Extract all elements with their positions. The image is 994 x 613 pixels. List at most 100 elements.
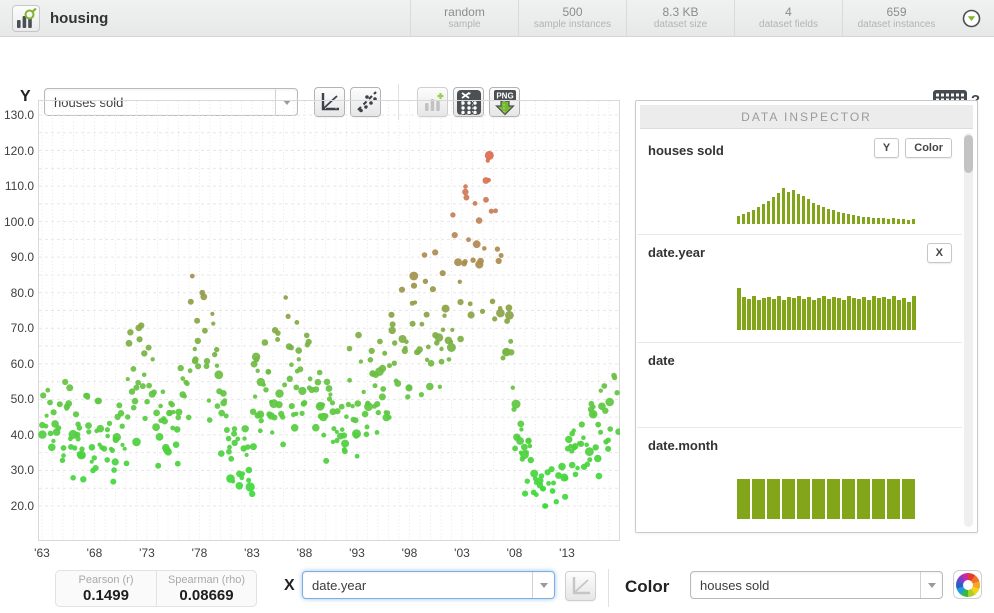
- data-inspector-panel: DATA INSPECTOR houses sold Y Color date.…: [635, 100, 978, 533]
- data-inspector-title: DATA INSPECTOR: [640, 105, 973, 129]
- inspector-scrollbar-track[interactable]: [964, 133, 973, 527]
- y-tick-label: 80.0: [10, 285, 34, 300]
- histogram-bar: [897, 300, 901, 330]
- y-field-select[interactable]: houses sold: [44, 88, 298, 116]
- color-wheel-icon: [955, 572, 980, 597]
- histogram-bar: [892, 218, 895, 224]
- pearson-stat: Pearson (r) 0.1499: [78, 573, 134, 604]
- chevron-down-icon: [532, 572, 554, 598]
- histogram-bar: [882, 218, 885, 224]
- histogram-bar: [802, 196, 805, 224]
- x-field-select[interactable]: date.year: [302, 571, 555, 599]
- png-download-icon: PNG: [493, 90, 516, 116]
- header-bar: housing random sample 500 sample instanc…: [0, 0, 994, 37]
- scatter-mode-button[interactable]: [350, 87, 381, 117]
- footer-divider: [608, 569, 609, 607]
- histogram-bar: [807, 297, 811, 330]
- y-tick-label: 100.0: [3, 214, 34, 229]
- histogram-bar: [832, 210, 835, 224]
- x-tick-label: '93: [349, 546, 365, 560]
- x-scale-button[interactable]: [565, 571, 596, 601]
- chevron-down-icon: [275, 89, 297, 115]
- badge-x[interactable]: X: [926, 243, 952, 263]
- scatter-plot-canvas[interactable]: [38, 100, 620, 541]
- histogram-bar: [872, 479, 885, 519]
- histogram-bar: [887, 219, 890, 224]
- resample-button[interactable]: [453, 87, 484, 117]
- collapse-header-button[interactable]: [962, 9, 981, 28]
- histogram-bar: [867, 217, 870, 224]
- histogram-bar: [842, 479, 855, 519]
- histogram-bar: [782, 479, 795, 519]
- histogram-bar: [812, 479, 825, 519]
- histogram-bar: [817, 298, 821, 330]
- histogram-bar: [792, 298, 796, 330]
- axes-icon-disabled: [572, 577, 590, 595]
- histogram-date-year[interactable]: [737, 288, 916, 330]
- histogram-bar: [767, 201, 770, 224]
- badge-y[interactable]: Y: [873, 138, 900, 158]
- correlation-stats: Pearson (r) 0.1499 Spearman (rho) 0.0866…: [55, 570, 257, 607]
- field-row-houses-sold: houses sold Y Color: [637, 133, 962, 235]
- histogram-bar: [767, 479, 780, 519]
- histogram-bar: [737, 216, 740, 224]
- stat-sample-instances: 500 sample instances: [518, 0, 626, 36]
- histogram-bar: [787, 297, 791, 330]
- badge-color[interactable]: Color: [905, 138, 952, 158]
- x-tick-label: '63: [34, 546, 50, 560]
- histogram-bar: [847, 214, 850, 224]
- stat-sample: random sample: [410, 0, 518, 36]
- stat-dataset-instances: 659 dataset instances: [842, 0, 950, 36]
- histogram-bar: [912, 219, 915, 224]
- histogram-bar: [827, 479, 840, 519]
- histogram-bar: [857, 216, 860, 224]
- histogram-bar: [782, 300, 786, 330]
- histogram-bar: [907, 220, 910, 224]
- histogram-bar: [872, 218, 875, 224]
- histogram-bar: [867, 300, 871, 330]
- y-tick-label: 110.0: [4, 179, 34, 194]
- linear-scale-button[interactable]: [314, 87, 345, 117]
- histogram-bar: [797, 194, 800, 224]
- histogram-bar: [742, 297, 746, 330]
- y-tick-label: 30.0: [10, 463, 34, 478]
- histogram-bar: [842, 300, 846, 330]
- x-tick-label: '68: [86, 546, 103, 560]
- y-tick-label: 50.0: [10, 392, 34, 407]
- color-field-select[interactable]: houses sold: [690, 571, 943, 599]
- histogram-bar: [767, 297, 771, 330]
- histogram-bar: [747, 212, 750, 224]
- histogram-bar: [882, 297, 886, 330]
- histogram-bar: [852, 215, 855, 224]
- app-logo: [12, 5, 40, 32]
- x-tick-label: '08: [506, 546, 523, 560]
- x-tick-label: '13: [559, 546, 575, 560]
- histogram-houses-sold[interactable]: [737, 188, 915, 224]
- field-row-date-year: date.year X: [637, 235, 962, 343]
- histogram-bar: [777, 296, 781, 330]
- color-scheme-button[interactable]: [953, 570, 982, 599]
- histogram-bar: [912, 296, 916, 330]
- histogram-bar: [762, 204, 765, 224]
- histogram-bar: [742, 214, 745, 224]
- y-tick-label: 130.0: [3, 108, 34, 122]
- histogram-bar: [822, 207, 825, 224]
- histogram-date-month[interactable]: [737, 479, 915, 519]
- x-tick-label: '98: [401, 546, 418, 560]
- histogram-bar: [757, 207, 760, 224]
- bar-chart-magnifier-icon: [17, 7, 37, 28]
- y-tick-label: 40.0: [10, 427, 34, 442]
- y-tick-label: 90.0: [10, 250, 34, 265]
- inspector-scrollbar-thumb[interactable]: [964, 135, 973, 173]
- histogram-bar: [817, 205, 820, 224]
- dataset-title: housing: [50, 10, 109, 27]
- histogram-bar: [857, 479, 870, 519]
- add-chart-button[interactable]: [417, 87, 448, 117]
- histogram-bar: [737, 288, 741, 330]
- bar-chart-plus-icon: [424, 93, 443, 111]
- histogram-bar: [837, 212, 840, 224]
- spearman-stat: Spearman (rho) 0.08669: [156, 571, 256, 606]
- histogram-bar: [822, 296, 826, 330]
- histogram-bar: [887, 479, 900, 519]
- field-row-date: date: [637, 343, 962, 428]
